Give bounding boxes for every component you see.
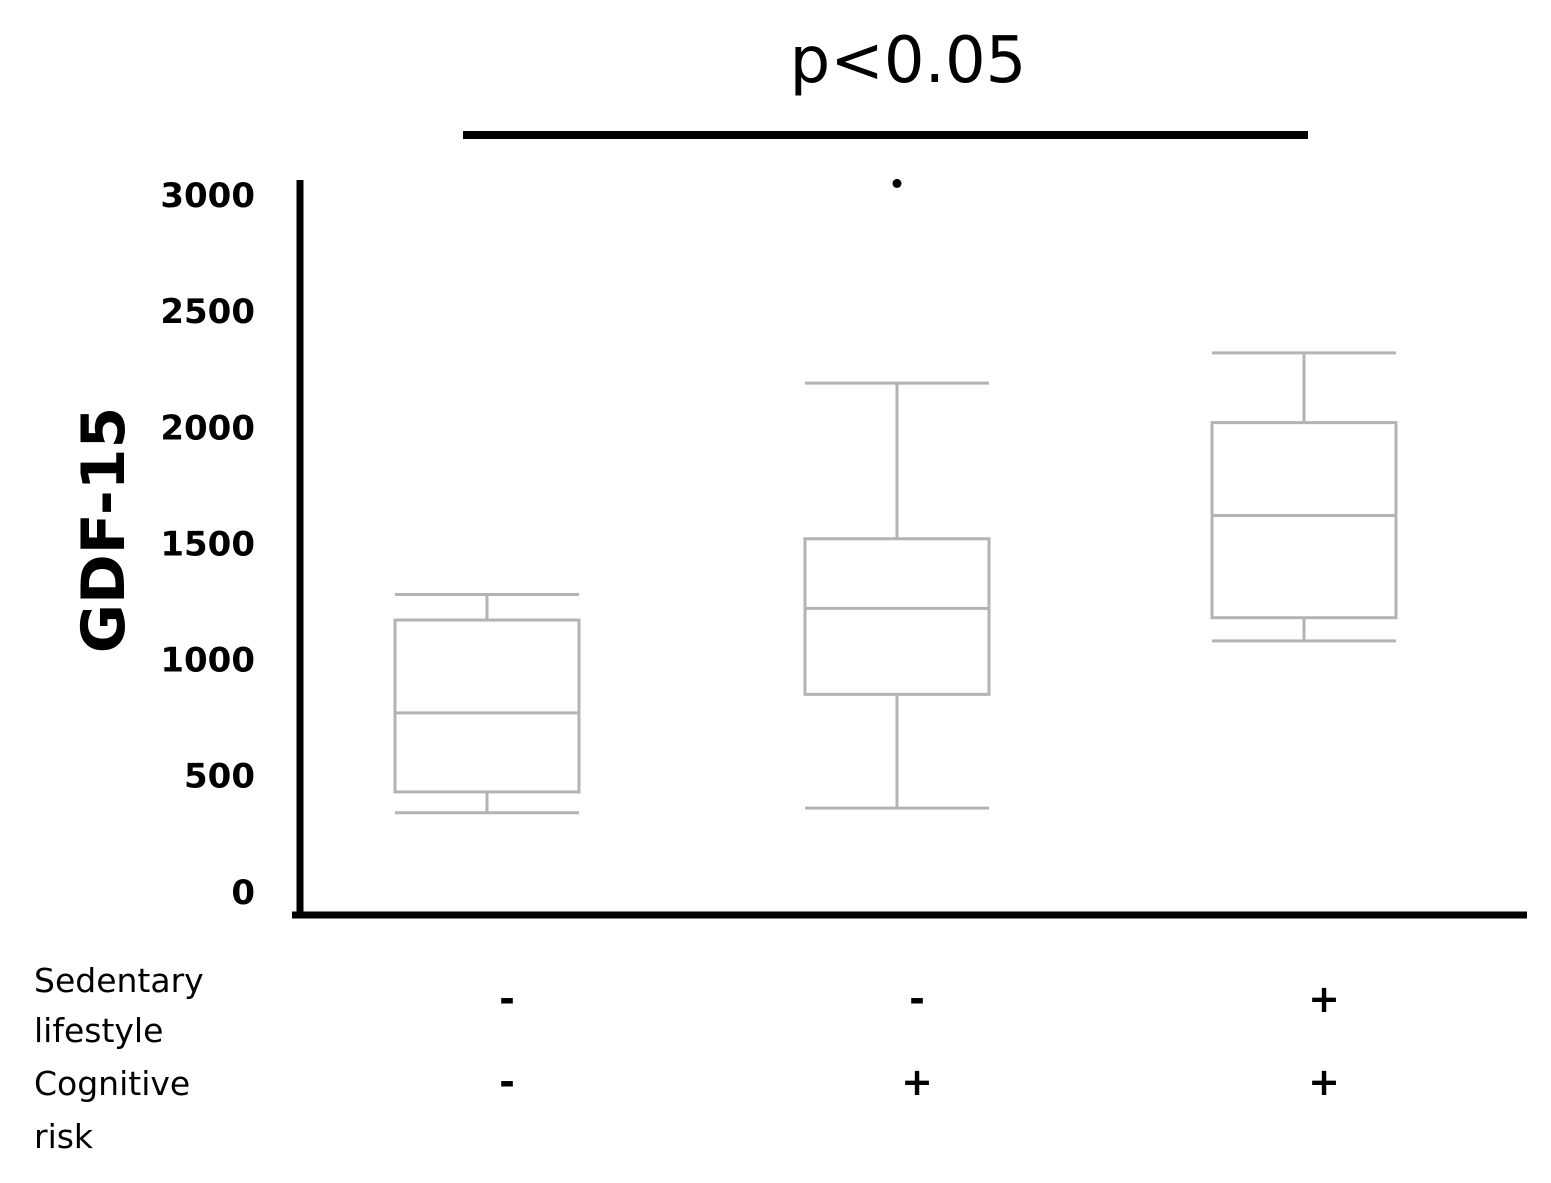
box-plots: [393, 178, 1398, 815]
y-tick-label: 0: [231, 873, 255, 913]
iqr-box: [803, 537, 991, 696]
group-sign: -: [499, 1060, 515, 1104]
iqr-box: [393, 618, 581, 794]
group-sign: +: [901, 1060, 933, 1104]
significance-label: p<0.05: [790, 24, 1027, 98]
row-label-cognitive-line2: risk: [34, 1117, 94, 1156]
y-tick-label: 500: [184, 757, 255, 797]
group-sign: +: [1308, 977, 1340, 1021]
y-axis-label: GDF-15: [69, 407, 139, 654]
y-tick-label: 3000: [160, 176, 255, 216]
y-tick-label: 2000: [160, 408, 255, 448]
group-sign: -: [499, 977, 515, 1021]
y-tick-labels: 0 500 1000 1500 2000 2500 3000: [160, 176, 255, 913]
row-label-sedentary-line2: lifestyle: [34, 1011, 163, 1050]
outlier-point: [892, 178, 902, 188]
group-sign: +: [1308, 1060, 1340, 1104]
row-label-cognitive-line1: Cognitive: [34, 1064, 190, 1103]
row-label-sedentary-line1: Sedentary: [34, 961, 204, 1000]
y-tick-label: 2500: [160, 292, 255, 332]
y-tick-label: 1500: [160, 524, 255, 564]
y-tick-label: 1000: [160, 641, 255, 681]
group-signs: - - - + + +: [499, 977, 1340, 1104]
group-sign: -: [909, 977, 925, 1021]
iqr-box: [1210, 421, 1398, 620]
